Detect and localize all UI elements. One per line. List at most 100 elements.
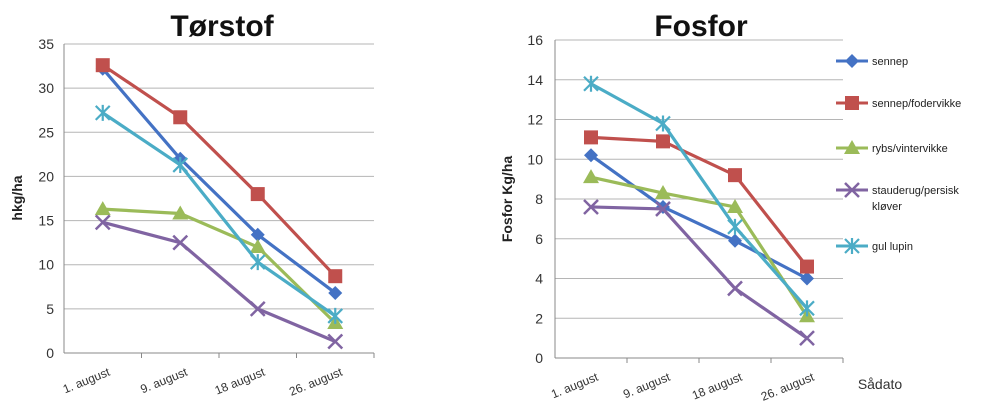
data-point [655,115,671,132]
legend-label: rybs/vintervikke [872,143,948,155]
chart-torstof: Tørstof 0 5 10 15 20 25 30 35 1. august 9. august 1… [9,10,375,399]
series-rybs-vintervikke [94,201,344,329]
y-tick-label: 35 [38,36,54,52]
y-tick-label: 8 [535,191,543,207]
series-line [590,82,809,310]
y-tick-label: 12 [527,112,543,128]
x-tick-label: 18 august [690,370,745,403]
data-point [249,254,266,271]
data-point [327,333,344,350]
y-tick-label: 0 [535,350,543,366]
y-tick-label: 6 [535,231,543,247]
series-sennep-fodervikke [584,130,814,274]
y-tick-label: 4 [535,271,543,287]
y-tick-label: 15 [38,213,54,229]
series-line [590,205,808,340]
y-tick-label: 14 [527,72,543,88]
series-stauderug-persisk-klover [94,214,344,350]
series-line [590,175,809,318]
data-point [727,218,743,235]
series-line [102,220,336,343]
data-point [94,214,111,231]
data-point [728,233,742,248]
y-axis-label: Fosfor Kg/ha [499,156,515,243]
series-sennep-fodervikke [95,58,343,284]
data-point [728,168,742,183]
chart-title: Tørstof [170,10,274,43]
data-point [727,280,743,297]
series-line [590,135,809,268]
x-axis-label: Sådato [858,376,903,392]
series-line [101,67,337,295]
y-tick-label: 25 [38,124,54,140]
legend-label: kløver [872,201,902,213]
legend-label: sennep/fodervikke [872,98,961,110]
data-point [800,259,814,274]
x-tick-label: 9. august [138,365,190,397]
data-point [327,307,344,324]
series-stauderug-persisk-klover [583,199,815,347]
data-point [95,58,110,73]
data-point [328,269,343,284]
data-point [800,271,814,286]
legend-entry-gul-lupin: gul lupin [836,238,913,254]
x-tick-label: 1. august [61,365,113,397]
data-point [172,234,189,251]
y-tick-label: 0 [46,345,54,361]
y-tick-label: 2 [535,310,543,326]
series-line [102,207,337,325]
series-line [101,111,337,318]
legend-entry-sennep-fodervikke: sennep/fodervikke [836,96,961,110]
data-point [583,169,599,184]
data-point [799,330,815,347]
data-point [583,199,599,215]
y-tick-label: 20 [38,168,54,184]
data-point [656,134,670,149]
legend-label: sennep [872,56,908,68]
data-point [655,201,671,217]
legend-label: stauderug/persisk [872,185,959,197]
data-point [655,185,671,200]
x-tick-label: 18 august [213,365,268,398]
legend: sennep sennep/fodervikke rybs/vintervikke s… [836,54,961,254]
data-point [249,300,266,317]
series-rybs-vintervikke [583,169,815,323]
legend-marker [844,140,860,154]
legend-entry-stauderug-persisk-klover: stauderug/persisk kløver [836,182,959,213]
y-axis-label: hkg/ha [9,175,25,220]
data-point [250,227,265,242]
chart-fosfor: Fosfor 0 2 4 6 8 10 12 14 16 1. august 9. august 18 … [499,10,902,404]
x-tick-label: 26. august [287,365,345,399]
data-point [249,239,266,254]
data-point [799,300,815,317]
y-tick-label: 10 [38,257,54,273]
y-tick-label: 5 [46,301,54,317]
x-tick-label: 9. august [621,370,673,402]
legend-label: gul lupin [872,241,913,253]
legend-marker [844,238,860,254]
data-point [584,130,598,145]
legend-marker [845,54,859,68]
data-point [172,205,189,220]
data-point [328,285,343,300]
legend-marker [844,182,860,198]
chart-title: Fosfor [654,10,748,43]
legend-entry-rybs-vintervikke: rybs/vintervikke [836,140,948,155]
series-sennep [584,148,814,286]
data-point [94,104,111,121]
legend-entry-sennep: sennep [836,54,908,68]
y-tick-label: 30 [38,80,54,96]
data-point [94,201,111,216]
legend-marker [845,96,859,110]
series-gul-lupin [583,75,815,317]
x-tick-label: 26. august [759,370,817,404]
data-point [584,148,598,163]
data-point [583,75,599,92]
series-gul-lupin [94,104,344,324]
data-point [250,187,265,202]
x-tick-label: 1. august [549,370,601,402]
y-tick-label: 16 [527,32,543,48]
data-point [172,156,189,173]
series-line [101,63,337,278]
